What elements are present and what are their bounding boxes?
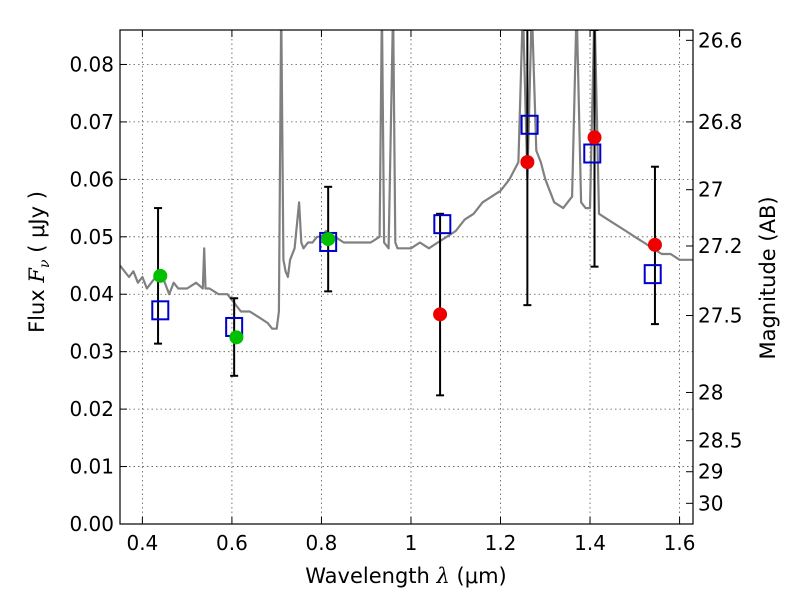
y-tick-label: 0.06 bbox=[69, 167, 114, 191]
y2-tick-label: 26.6 bbox=[698, 28, 743, 52]
ticks: 0.4 0.6 0.8 1 1.2 1.4 1.6 0.00 0.01 0.02 0.03 0.04 0… bbox=[69, 28, 742, 555]
y2-tick-label: 28.5 bbox=[698, 429, 743, 453]
y-axis-label-subscript: ν bbox=[37, 259, 53, 268]
y-axis-label-unit: ( μJy ) bbox=[25, 191, 49, 253]
detection-point bbox=[153, 268, 168, 283]
model-square-point bbox=[520, 114, 539, 135]
detection-point bbox=[229, 330, 244, 345]
model-square-point bbox=[151, 300, 170, 321]
x-axis-label-symbol: λ bbox=[436, 564, 450, 588]
x-tick-label: 0.4 bbox=[126, 531, 158, 555]
y-axis-label-text: Flux bbox=[25, 289, 49, 333]
y-tick-label: 0.00 bbox=[69, 512, 114, 536]
model-square-point bbox=[433, 214, 452, 235]
y-tick-label: 0.02 bbox=[69, 397, 114, 421]
x-tick-label: 1.6 bbox=[664, 531, 696, 555]
y-tick-label: 0.07 bbox=[69, 110, 114, 134]
y-tick-label: 0.04 bbox=[69, 282, 114, 306]
y-axis-label-symbol: F bbox=[25, 267, 49, 284]
spectrum-line bbox=[120, 30, 693, 330]
y2-tick-label: 28 bbox=[698, 380, 723, 404]
y2-tick-label: 30 bbox=[698, 491, 723, 515]
detection-point bbox=[321, 232, 336, 247]
detection-point bbox=[587, 130, 602, 145]
detection-point bbox=[433, 307, 448, 322]
y-tick-label: 0.08 bbox=[69, 52, 114, 76]
y2-tick-label: 27.2 bbox=[698, 234, 743, 258]
model-square-point bbox=[583, 143, 602, 164]
plot-frame bbox=[119, 29, 694, 525]
y2-tick-label: 27 bbox=[698, 178, 723, 202]
detection-point bbox=[520, 155, 535, 170]
x-tick-label: 1.2 bbox=[485, 531, 517, 555]
x-tick-label: 0.8 bbox=[306, 531, 338, 555]
y-axis-label: Flux Fν ( μJy ) bbox=[25, 191, 53, 333]
y2-tick-label: 29 bbox=[698, 460, 723, 484]
y2-axis-label: Magnitude (AB) bbox=[756, 196, 780, 359]
x-tick-label: 1 bbox=[405, 531, 418, 555]
data-layer bbox=[120, 30, 693, 397]
y-tick-label: 0.03 bbox=[69, 340, 114, 364]
model-square-point bbox=[643, 264, 662, 285]
y2-tick-label: 26.8 bbox=[698, 110, 743, 134]
x-axis-label-unit: (μm) bbox=[457, 564, 507, 588]
y-tick-label: 0.05 bbox=[69, 225, 114, 249]
x-axis-label-text: Wavelength bbox=[305, 564, 430, 588]
y-tick-label: 0.01 bbox=[69, 455, 114, 479]
x-tick-label: 0.6 bbox=[216, 531, 248, 555]
x-tick-label: 1.4 bbox=[574, 531, 606, 555]
y2-tick-label: 27.5 bbox=[698, 303, 743, 327]
detection-point bbox=[647, 237, 662, 252]
x-axis-label: Wavelength λ (μm) bbox=[305, 564, 506, 588]
